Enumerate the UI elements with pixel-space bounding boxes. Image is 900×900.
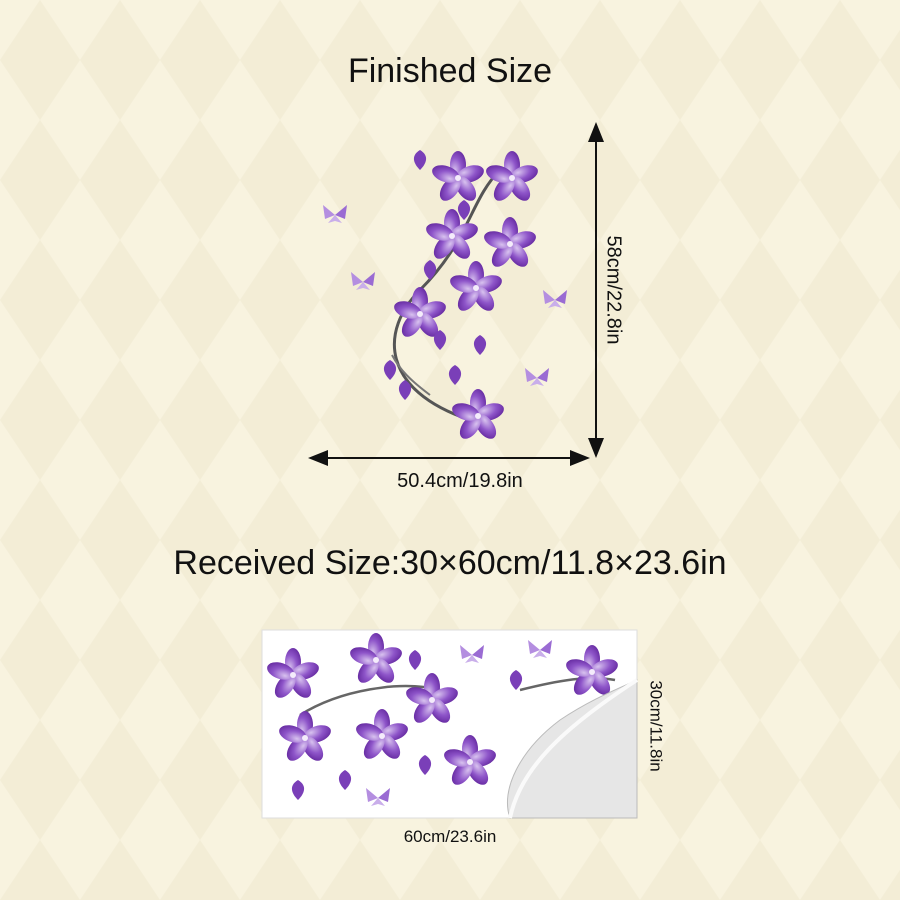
received-height-label: 30cm/11.8in bbox=[647, 680, 666, 771]
finished-width-label: 50.4cm/19.8in bbox=[397, 470, 523, 492]
sticker-sheet bbox=[261, 629, 639, 819]
finished-height-label: 58cm/22.8in bbox=[603, 236, 625, 345]
received-width-label: 60cm/23.6in bbox=[404, 827, 497, 846]
vine-decal bbox=[323, 150, 567, 443]
received-title: Received Size:30×60cm/11.8×23.6in bbox=[173, 544, 726, 582]
finished-title: Finished Size bbox=[348, 52, 552, 90]
